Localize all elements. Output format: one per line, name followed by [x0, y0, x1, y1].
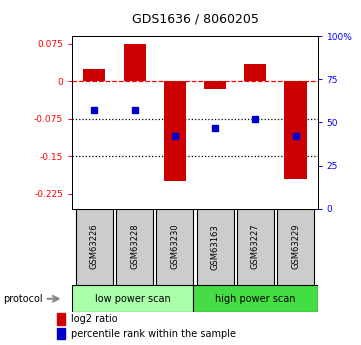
- Bar: [237, 209, 274, 285]
- Bar: [72, 285, 193, 312]
- Bar: [193, 285, 318, 312]
- Text: GSM63230: GSM63230: [170, 224, 179, 269]
- Text: percentile rank within the sample: percentile rank within the sample: [71, 329, 236, 339]
- Text: GDS1636 / 8060205: GDS1636 / 8060205: [131, 12, 258, 26]
- Text: protocol: protocol: [4, 294, 43, 304]
- Bar: [57, 328, 65, 339]
- Text: GSM63163: GSM63163: [210, 224, 219, 269]
- Text: GSM63226: GSM63226: [90, 224, 99, 269]
- Text: GSM63228: GSM63228: [130, 224, 139, 269]
- Bar: [284, 81, 306, 179]
- Bar: [204, 81, 226, 89]
- Bar: [83, 69, 105, 81]
- Bar: [277, 209, 314, 285]
- Bar: [123, 44, 145, 81]
- Bar: [164, 81, 186, 181]
- Text: log2 ratio: log2 ratio: [71, 314, 118, 324]
- Bar: [196, 209, 234, 285]
- Bar: [244, 64, 266, 81]
- Bar: [116, 209, 153, 285]
- Bar: [57, 313, 65, 325]
- Text: GSM63229: GSM63229: [291, 224, 300, 269]
- Text: low power scan: low power scan: [95, 294, 170, 304]
- Bar: [156, 209, 193, 285]
- Bar: [76, 209, 113, 285]
- Text: high power scan: high power scan: [215, 294, 296, 304]
- Text: GSM63227: GSM63227: [251, 224, 260, 269]
